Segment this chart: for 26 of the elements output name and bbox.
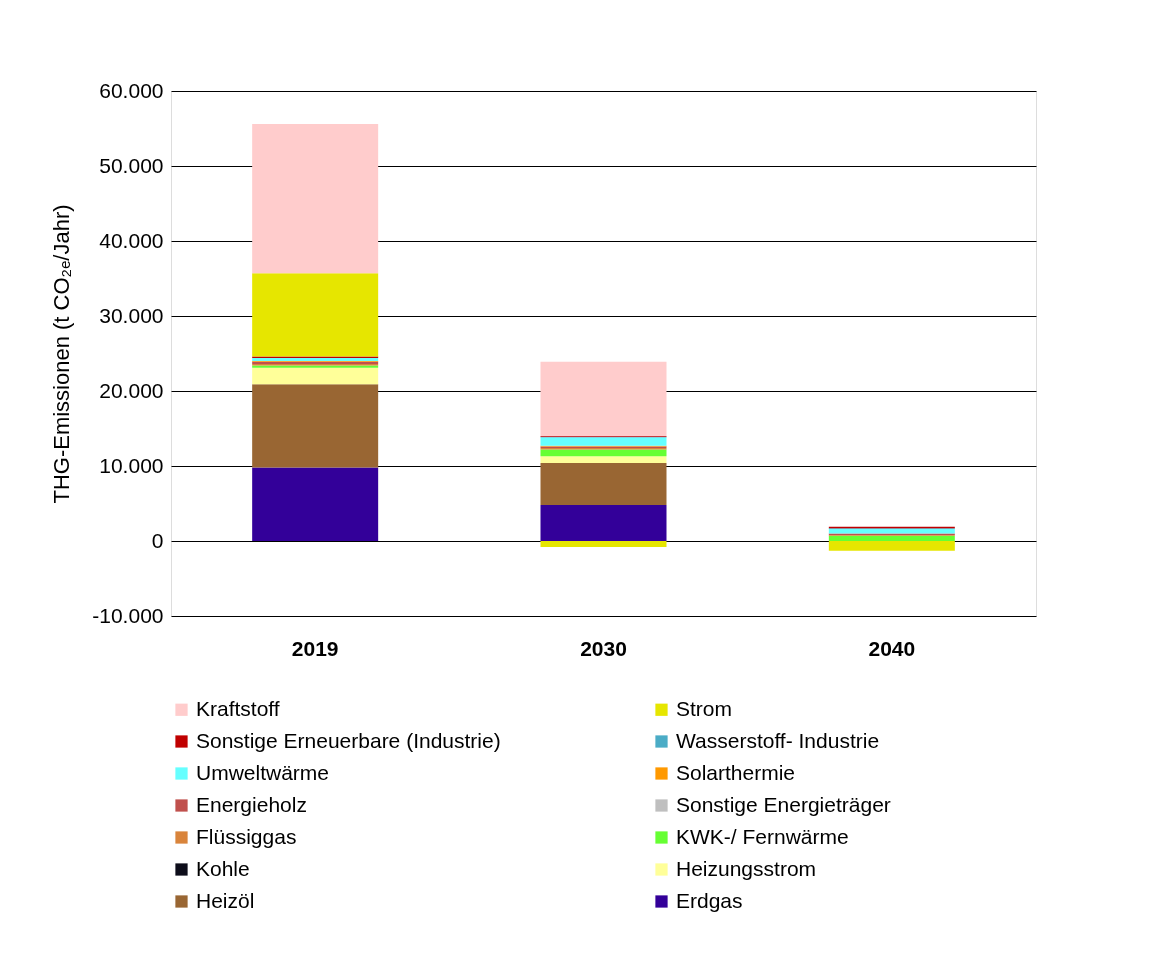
- y-tick-label: 10.000: [99, 453, 164, 477]
- legend-label: Strom: [676, 696, 733, 720]
- legend-label: Erdgas: [676, 888, 743, 912]
- legend-label: Wasserstoff- Industrie: [676, 728, 880, 752]
- x-tick-label: 2019: [291, 636, 339, 660]
- y-tick-label: 0: [151, 528, 164, 552]
- y-tick-label: 20.000: [99, 378, 164, 402]
- legend-label: Sonstige Erneuerbare (Industrie): [196, 728, 501, 752]
- y-tick-label: 60.000: [99, 78, 164, 102]
- x-tick-label: 2030: [580, 636, 627, 660]
- legend-label: Kraftstoff: [196, 696, 280, 720]
- legend-label: Energieholz: [196, 792, 307, 816]
- legend-label: KWK-/ Fernwärme: [676, 824, 849, 848]
- legend-label: Heizungsstrom: [676, 856, 817, 880]
- y-axis-title: THG-Emissionen (t CO₂ₑ/Jahr): [49, 204, 75, 504]
- legend-label: Heizöl: [196, 888, 255, 912]
- legend-label: Kohle: [196, 856, 250, 880]
- legend-label: Sonstige Energieträger: [676, 792, 891, 816]
- y-tick-label: 50.000: [99, 153, 164, 177]
- legend-label: Solarthermie: [676, 760, 796, 784]
- legend-label: Flüssiggas: [196, 824, 297, 848]
- legend-label: Umweltwärme: [196, 760, 330, 784]
- y-tick-label: -10.000: [92, 603, 164, 627]
- y-tick-label: 30.000: [99, 303, 164, 327]
- x-tick-label: 2040: [868, 636, 916, 660]
- y-tick-label: 40.000: [99, 228, 164, 252]
